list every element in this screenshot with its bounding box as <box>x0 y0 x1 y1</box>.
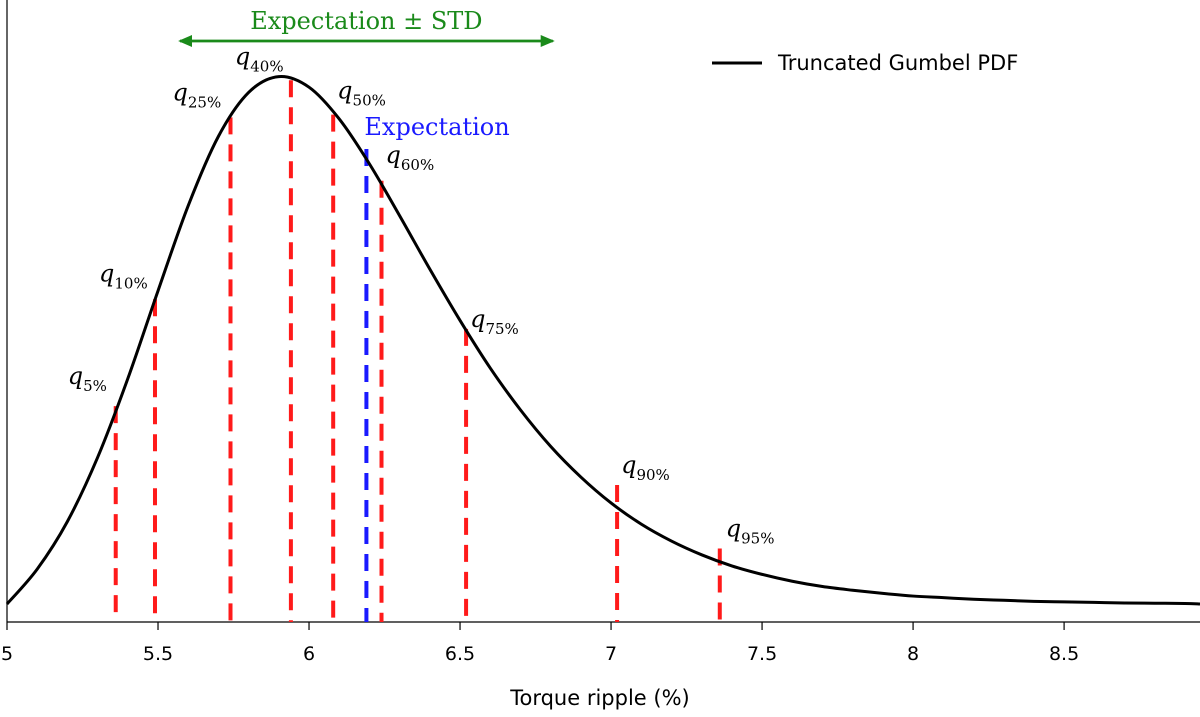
legend: Truncated Gumbel PDF <box>712 51 1018 75</box>
quantile-label-subscript: 50% <box>353 92 386 110</box>
quantile-label-symbol: q <box>337 77 352 105</box>
expectation-label: Expectation <box>364 113 509 141</box>
quantile-label-symbol: q <box>99 259 114 287</box>
quantile-label: q60% <box>386 141 435 174</box>
quantile-label-symbol: q <box>726 514 741 542</box>
quantile-label: q50% <box>337 77 386 110</box>
quantile-label: q25% <box>172 78 221 111</box>
quantile-label-symbol: q <box>386 141 401 169</box>
curve-layer <box>5 74 1200 606</box>
quantile-label-symbol: q <box>235 42 250 70</box>
x-tick-label: 5.5 <box>143 643 173 665</box>
quantile-label-symbol: q <box>621 451 636 479</box>
x-tick-label: 8 <box>907 643 919 665</box>
x-tick-label: 7.5 <box>747 643 777 665</box>
quantile-lines-layer <box>113 80 722 622</box>
quantile-label-subscript: 95% <box>741 529 774 547</box>
quantile-label-symbol: q <box>68 362 83 390</box>
std-range-label: Expectation ± STD <box>250 7 482 35</box>
x-tick-label: 6.5 <box>445 643 475 665</box>
gumbel-pdf-curve <box>5 74 1200 606</box>
quantile-label: q40% <box>235 42 284 75</box>
quantile-label: q5% <box>68 362 107 395</box>
x-tick-label: 8.5 <box>1049 643 1079 665</box>
labels-layer: q5%q10%q25%q40%q50%q60%q75%q90%q95%Expec… <box>68 7 775 547</box>
quantile-label-subscript: 40% <box>250 57 283 75</box>
quantile-label-symbol: q <box>470 305 485 333</box>
quantile-label-subscript: 75% <box>485 320 518 338</box>
quantile-label: q95% <box>726 514 775 547</box>
quantile-label: q75% <box>470 305 519 338</box>
x-tick-label: 5 <box>1 643 13 665</box>
quantile-label-subscript: 90% <box>636 466 669 484</box>
quantile-label-subscript: 5% <box>83 377 107 395</box>
quantile-label-subscript: 10% <box>114 274 147 292</box>
x-tick-label: 6 <box>303 643 315 665</box>
quantile-label: q10% <box>99 259 148 292</box>
legend-label: Truncated Gumbel PDF <box>777 51 1018 75</box>
x-tick-label: 7 <box>605 643 617 665</box>
x-axis-label: Torque ripple (%) <box>509 686 690 710</box>
quantile-label-subscript: 60% <box>401 156 434 174</box>
quantile-label-symbol: q <box>172 78 187 106</box>
quantile-label-subscript: 25% <box>188 93 221 111</box>
quantile-label: q90% <box>621 451 670 484</box>
